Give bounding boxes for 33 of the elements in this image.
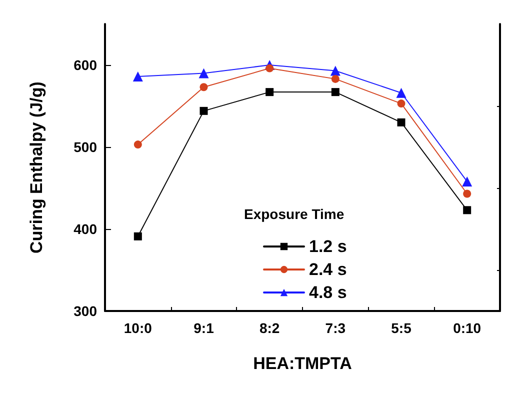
legend-label: 2.4 s — [309, 260, 347, 279]
y-tick-label: 500 — [74, 139, 98, 155]
point — [462, 176, 472, 186]
point — [397, 118, 406, 126]
y-tick-label: 300 — [74, 303, 98, 319]
point — [397, 100, 406, 108]
y-axis-title: Curing Enthalpy (J/g) — [27, 82, 46, 254]
point — [200, 83, 208, 92]
point — [331, 74, 340, 83]
point — [132, 71, 143, 82]
point — [266, 88, 274, 96]
point — [134, 140, 142, 149]
point — [396, 88, 406, 98]
x-tick-label: 9:1 — [194, 320, 214, 336]
point — [463, 190, 472, 198]
point — [331, 88, 340, 96]
point — [463, 206, 472, 214]
x-tick-label: 0:10 — [453, 320, 482, 336]
point — [200, 106, 208, 115]
x-tick-label: 5:5 — [391, 320, 412, 336]
x-tick-label: 7:3 — [325, 320, 346, 336]
point — [134, 232, 142, 240]
legend-label: 4.8 s — [309, 283, 347, 302]
point — [198, 68, 209, 78]
legend-label: 1.2 s — [309, 237, 347, 256]
point — [266, 64, 274, 72]
legend-title: Exposure Time — [244, 206, 344, 222]
point — [330, 66, 340, 76]
x-tick-label: 8:2 — [259, 320, 280, 336]
y-tick-label: 400 — [74, 221, 98, 237]
x-axis-title: HEA:TMPTA — [253, 354, 352, 373]
x-tick-label: 10:0 — [124, 320, 152, 336]
y-tick-label: 600 — [74, 57, 98, 73]
